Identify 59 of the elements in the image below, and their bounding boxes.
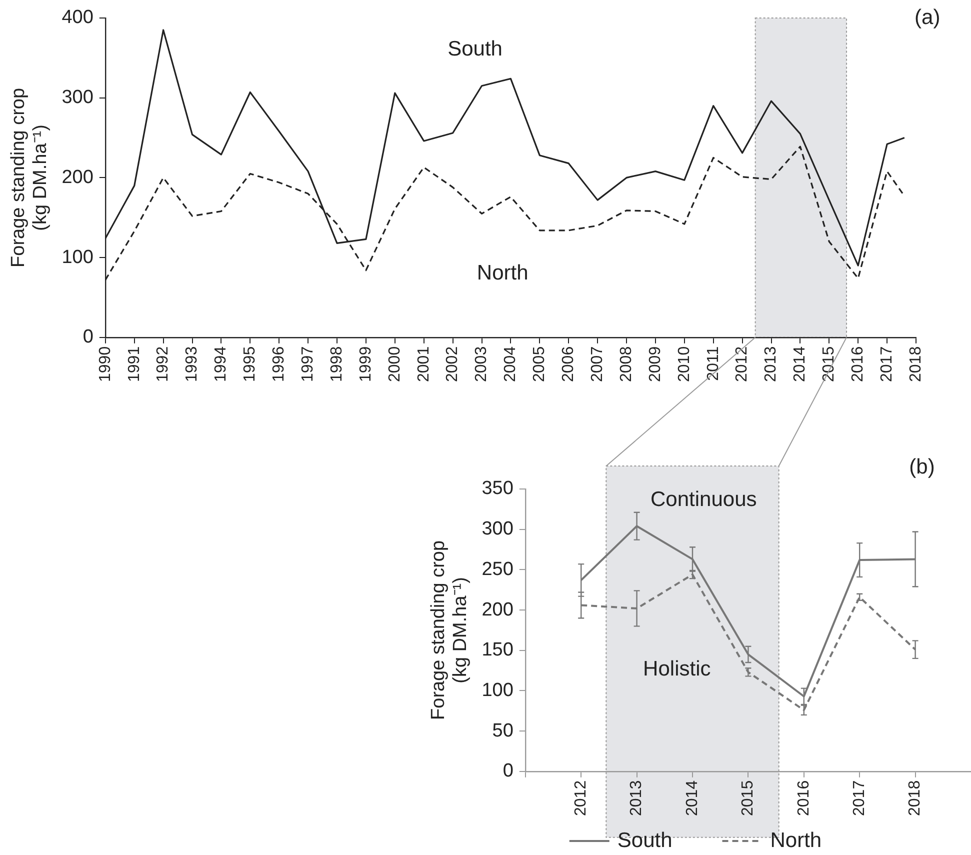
x-tick-label: 2004 [502, 346, 520, 382]
x-tick-label: 2006 [560, 346, 578, 382]
y-tick-label: 350 [482, 478, 514, 500]
y-tick-label: 150 [482, 640, 514, 661]
x-tick-label: 2010 [676, 346, 693, 382]
y-tick-label: 400 [62, 7, 94, 28]
annotation: Holistic [643, 658, 711, 681]
x-tick-label: 2014 [792, 346, 809, 382]
x-tick-label: 2008 [618, 346, 635, 382]
x-tick-label: 2018 [907, 346, 924, 382]
x-tick-label: 2001 [415, 346, 432, 382]
series-label: South [448, 38, 502, 61]
y-tick-label: 250 [482, 558, 514, 580]
x-tick-label: 2017 [851, 780, 868, 816]
x-tick-label: 2016 [795, 780, 812, 816]
y-tick-label: 300 [62, 87, 94, 108]
x-tick-label: 2002 [444, 346, 462, 382]
annotation: (a) [914, 6, 940, 29]
x-tick-label: 2017 [878, 346, 896, 382]
x-tick-label: 1994 [212, 346, 230, 382]
y-axis-title: Forage standing crop (kg DM.ha⁻¹) [428, 540, 472, 720]
x-tick-label: 2013 [762, 346, 780, 382]
y-tick-label: 0 [82, 326, 94, 348]
x-tick-label: 2015 [740, 780, 757, 816]
x-tick-label: 2015 [820, 346, 838, 382]
text: (b) [909, 456, 935, 479]
x-tick-label: 1995 [242, 346, 259, 382]
x-tick-label: 2007 [588, 346, 606, 382]
legend-label: North [770, 828, 822, 852]
x-tick-label: 2003 [473, 346, 490, 382]
x-tick-label: 1990 [96, 346, 114, 382]
x-tick-label: 2013 [628, 780, 646, 816]
x-tick-label: 2018 [906, 780, 924, 816]
y-tick-label: 100 [482, 680, 514, 701]
x-tick-label: 1993 [184, 346, 201, 382]
x-tick-label: 2014 [684, 780, 701, 816]
y-tick-label: 0 [502, 760, 514, 782]
x-tick-label: 1996 [270, 346, 288, 382]
x-tick-label: 2009 [646, 346, 664, 382]
annotation: Continuous [650, 488, 757, 512]
y-tick-label: 50 [492, 720, 514, 742]
x-tick-label: 2016 [850, 346, 867, 382]
x-tick-label: 2000 [386, 346, 404, 382]
y-tick-label: 100 [62, 246, 94, 268]
y-tick-label: 200 [482, 599, 514, 620]
x-tick-label: 1999 [357, 346, 374, 382]
x-tick-label: 1991 [126, 346, 143, 382]
x-tick-label: 2005 [531, 346, 548, 382]
x-tick-label: 2012 [572, 780, 590, 816]
x-tick-label: 2011 [704, 346, 722, 381]
series-label: North [476, 261, 528, 284]
y-tick-label: 300 [482, 518, 514, 540]
y-tick-label: 200 [62, 166, 94, 188]
x-tick-label: 1992 [154, 346, 172, 382]
x-tick-label: 2012 [734, 346, 751, 382]
x-tick-label: 1998 [328, 346, 346, 382]
legend-label: South [617, 828, 672, 852]
y-axis-title: Forage standing crop (kg DM.ha⁻¹) [8, 88, 52, 268]
x-tick-label: 1997 [299, 346, 316, 382]
